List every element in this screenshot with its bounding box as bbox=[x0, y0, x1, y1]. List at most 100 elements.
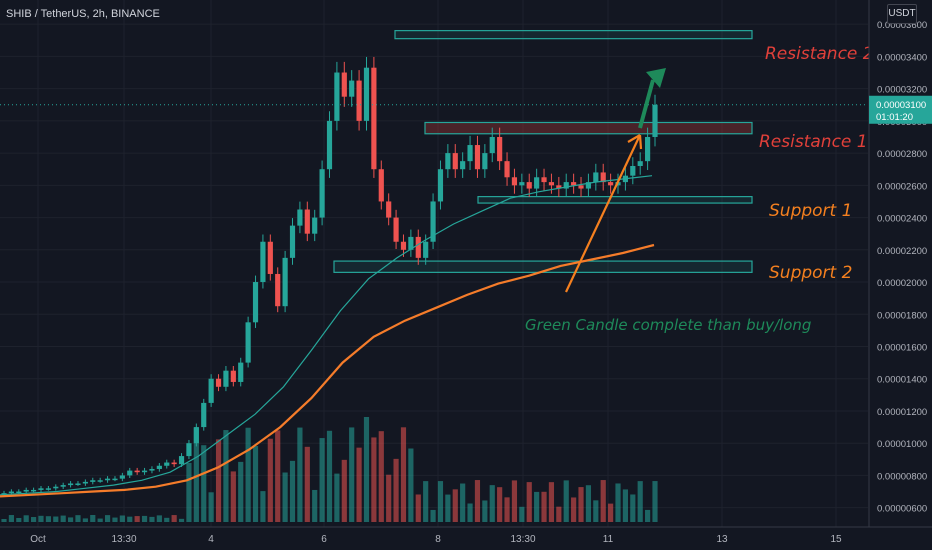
volume-bar bbox=[16, 517, 22, 522]
volume-bar bbox=[223, 430, 229, 522]
note-text: Green Candle complete than buy/long bbox=[525, 316, 811, 334]
volume-bar bbox=[541, 491, 547, 522]
candle-body bbox=[82, 481, 88, 484]
green-arrow-line bbox=[638, 79, 655, 129]
candle-body bbox=[260, 241, 266, 283]
volume-bar bbox=[334, 473, 340, 522]
price-tick-label: 0.00000600 bbox=[877, 504, 927, 515]
candle-body bbox=[371, 67, 377, 170]
volume-bar bbox=[630, 494, 636, 522]
candle-body bbox=[104, 478, 111, 481]
volume-bar bbox=[585, 485, 592, 522]
volume-bar bbox=[408, 448, 414, 522]
candles bbox=[1, 56, 658, 497]
green-arrow-head bbox=[646, 68, 666, 88]
candle-body bbox=[171, 462, 177, 465]
volume-bar bbox=[90, 515, 96, 522]
zone-support-1 bbox=[477, 196, 753, 204]
volume-bar bbox=[38, 515, 44, 522]
price-tick-label: 0.00001800 bbox=[877, 310, 927, 321]
candle-body bbox=[193, 427, 199, 444]
time-tick-label: 8 bbox=[435, 534, 441, 545]
candle-body bbox=[363, 67, 370, 121]
volume-bar bbox=[423, 481, 429, 522]
volume-bar bbox=[482, 500, 488, 522]
candle-body bbox=[474, 145, 481, 170]
volume-bar bbox=[53, 516, 59, 522]
price-tick-label: 0.00002800 bbox=[877, 149, 927, 160]
volume-bars bbox=[1, 417, 658, 522]
candle-body bbox=[593, 172, 599, 183]
candle-body bbox=[378, 169, 384, 202]
volume-bar bbox=[127, 516, 133, 522]
volume-bar bbox=[245, 427, 251, 522]
currency-unit-badge[interactable]: USDT bbox=[887, 4, 917, 24]
candle-body bbox=[460, 161, 466, 170]
orange-arrow-head bbox=[627, 134, 643, 150]
volume-bar bbox=[260, 491, 266, 522]
candle-body bbox=[53, 486, 59, 489]
volume-bar bbox=[215, 439, 222, 522]
candle-body bbox=[201, 402, 207, 428]
candle-body bbox=[90, 480, 96, 482]
candle-body bbox=[275, 273, 281, 307]
volume-bar bbox=[571, 497, 577, 522]
volume-bar bbox=[548, 482, 555, 522]
candle-body bbox=[223, 370, 229, 387]
candle-body bbox=[215, 378, 222, 387]
candle-body bbox=[349, 80, 355, 97]
volume-bar bbox=[67, 517, 74, 522]
price-tick-label: 0.00000800 bbox=[877, 471, 927, 482]
candle-body bbox=[534, 177, 540, 189]
price-tick-label: 0.00001400 bbox=[877, 375, 927, 386]
volume-bar bbox=[97, 518, 103, 522]
volume-bar bbox=[171, 515, 177, 522]
volume-bar bbox=[141, 515, 148, 522]
candle-body bbox=[238, 362, 244, 382]
volume-bar bbox=[149, 516, 155, 522]
candle-body bbox=[304, 209, 310, 234]
candle-body bbox=[156, 465, 162, 469]
volume-bar bbox=[622, 489, 628, 522]
time-tick-label: 4 bbox=[208, 534, 214, 545]
orange-arrow-line bbox=[565, 134, 641, 293]
volume-bar bbox=[1, 519, 7, 522]
candle-body bbox=[319, 169, 325, 218]
candle-body bbox=[75, 483, 81, 485]
volume-bar bbox=[8, 515, 14, 522]
volume-bar bbox=[193, 427, 199, 522]
time-tick-label: 13:30 bbox=[111, 534, 136, 545]
candle-body bbox=[31, 489, 37, 492]
volume-bar bbox=[275, 430, 281, 522]
candle-body bbox=[637, 161, 643, 166]
volume-bar bbox=[497, 487, 503, 522]
volume-bar bbox=[297, 427, 303, 522]
volume-bar bbox=[356, 447, 362, 522]
candle-body bbox=[230, 370, 236, 382]
volume-bar bbox=[415, 494, 421, 522]
volume-bar bbox=[304, 446, 310, 522]
volume-bar bbox=[578, 487, 584, 522]
candle-body bbox=[245, 322, 251, 363]
candle-body bbox=[645, 136, 651, 162]
candle-body bbox=[415, 236, 421, 258]
candle-body bbox=[408, 236, 414, 250]
candle-body bbox=[652, 104, 658, 137]
volume-bar bbox=[615, 483, 621, 522]
volume-bar bbox=[201, 445, 207, 522]
candle-body bbox=[393, 217, 399, 242]
volume-bar bbox=[378, 431, 384, 522]
candle-body bbox=[437, 169, 444, 202]
candle-body bbox=[334, 72, 340, 121]
label-support-2: Support 2 bbox=[769, 263, 852, 283]
candle-body bbox=[45, 488, 51, 490]
volume-bar bbox=[400, 427, 407, 522]
candle-body bbox=[386, 201, 392, 218]
candle-body bbox=[630, 165, 636, 176]
price-tick-label: 0.00003600 bbox=[877, 20, 927, 31]
price-tick-label: 0.00002200 bbox=[877, 246, 927, 257]
candle-body bbox=[430, 201, 436, 242]
volume-bar bbox=[104, 515, 111, 522]
